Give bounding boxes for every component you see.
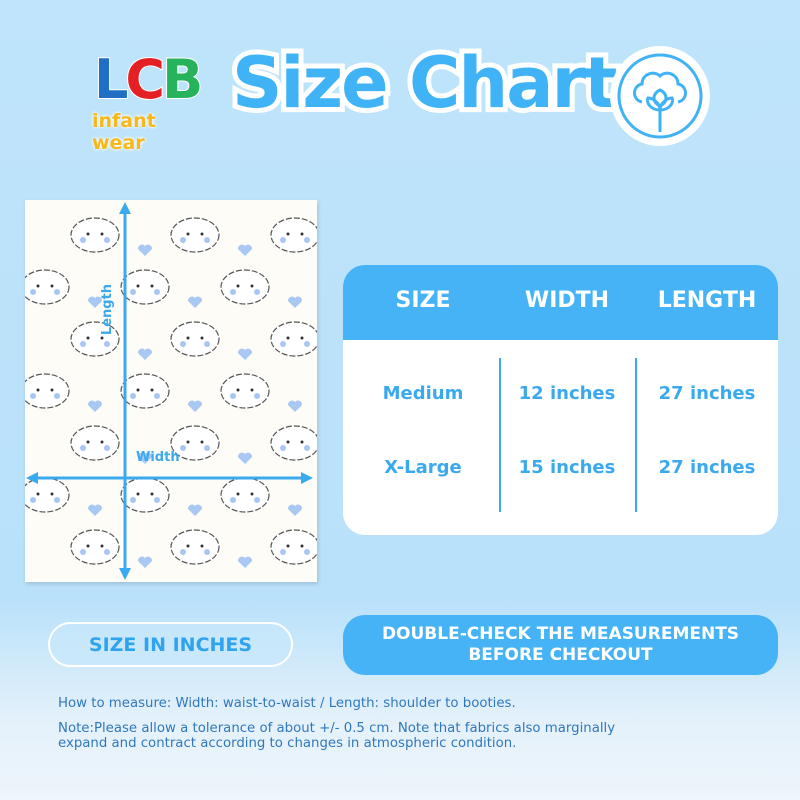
cell-width: 12 inches — [518, 383, 616, 404]
cloud-icon — [70, 425, 120, 461]
cell-length: 27 inches — [658, 383, 756, 404]
banner-line: BEFORE CHECKOUT — [468, 645, 653, 665]
heart-icon — [237, 452, 253, 464]
column-divider — [635, 358, 637, 512]
heart-icon — [237, 556, 253, 568]
tolerance-note-line1: Note:Please allow a tolerance of about +… — [58, 721, 616, 736]
heart-icon — [287, 504, 303, 516]
cloud-icon — [170, 529, 220, 565]
heart-icon — [187, 400, 203, 412]
cell-length: 27 inches — [658, 457, 756, 478]
cloud-icon — [170, 321, 220, 357]
cloud-icon — [270, 217, 320, 253]
cell-width: 15 inches — [518, 457, 616, 478]
measurement-arrows — [26, 202, 313, 580]
table-header: SIZE WIDTH LENGTH — [343, 265, 778, 340]
banner-line: DOUBLE-CHECK THE MEASUREMENTS — [381, 624, 740, 644]
logo-letter: B — [161, 47, 204, 112]
size-table: SIZE WIDTH LENGTH Medium 12 inches 27 in… — [343, 265, 778, 535]
cloud-icon — [170, 425, 220, 461]
double-check-banner: DOUBLE-CHECK THE MEASUREMENTS BEFORE CHEC… — [343, 615, 778, 675]
heart-icon — [137, 348, 153, 360]
cloud-icon — [220, 373, 270, 409]
cloud-icon — [170, 217, 220, 253]
heart-icon — [237, 244, 253, 256]
logo-letter: L — [93, 47, 129, 112]
header-size: SIZE — [395, 288, 451, 313]
cell-size: X-Large — [384, 457, 462, 478]
heart-icon — [137, 452, 153, 464]
cloud-icon — [120, 373, 170, 409]
length-label: Length — [100, 283, 116, 336]
heart-icon — [287, 296, 303, 308]
heart-icon — [87, 504, 103, 516]
cloud-icon — [70, 529, 120, 565]
tolerance-note-line2: expand and contract according to changes… — [58, 736, 517, 751]
header-width: WIDTH — [524, 288, 610, 313]
cotton-flower-icon — [610, 46, 710, 146]
size-in-inches-label: SIZE IN INCHES — [48, 622, 293, 667]
cloud-icon — [70, 321, 120, 357]
page-title: Size Chart — [227, 37, 622, 129]
heart-icon — [87, 296, 103, 308]
cloud-icon — [120, 477, 170, 513]
width-label: Width — [136, 450, 180, 465]
cell-size: Medium — [382, 383, 464, 404]
heart-icon — [137, 556, 153, 568]
cloud-icon — [70, 217, 120, 253]
cloud-icon — [270, 425, 320, 461]
heart-icon — [237, 348, 253, 360]
brand-logo: LCB infant wear — [88, 47, 208, 154]
heart-icon — [187, 296, 203, 308]
logo-letter: C — [124, 47, 166, 112]
heart-icon — [137, 244, 153, 256]
heart-icon — [287, 400, 303, 412]
logo-tagline: infant wear — [92, 110, 156, 154]
header-length: LENGTH — [657, 288, 757, 313]
column-divider — [499, 358, 501, 512]
heart-icon — [87, 400, 103, 412]
how-to-measure: How to measure: Width: waist-to-waist / … — [58, 696, 516, 711]
cloud-icon — [220, 269, 270, 305]
cloud-icon — [120, 269, 170, 305]
cloud-icon — [270, 529, 320, 565]
cloud-icon — [20, 477, 70, 513]
heart-icon — [187, 504, 203, 516]
